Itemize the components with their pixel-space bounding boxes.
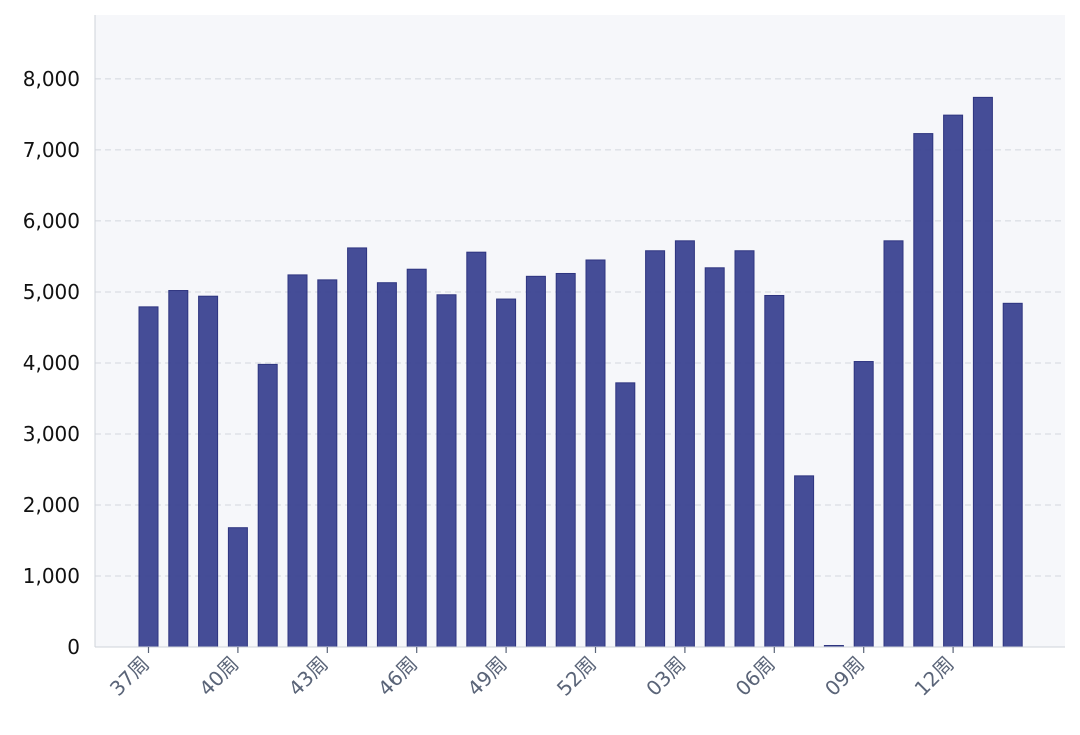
bar [227, 527, 248, 648]
x-tick-label: 40周 [194, 652, 243, 701]
bar [972, 96, 993, 648]
y-tick-label: 4,000 [23, 351, 80, 375]
x-tick-label: 52周 [552, 652, 601, 701]
bar [317, 279, 338, 648]
y-tick-labels: 0 1,000 2,000 3,000 4,000 5,000 6,000 7,000 8,00… [23, 67, 80, 659]
bar [794, 475, 815, 648]
y-tick-label: 2,000 [23, 493, 80, 517]
x-tick-label: 03周 [641, 652, 690, 701]
bar [615, 382, 636, 648]
bar [764, 294, 785, 648]
bar [496, 298, 517, 648]
bar [853, 361, 874, 648]
x-tick-labels: 37周 40周 43周 46周 49周 52周 03周 06周 09周 12周 [105, 647, 959, 701]
bar [257, 363, 278, 648]
bar [198, 295, 219, 648]
bar [704, 267, 725, 648]
x-tick-label: 49周 [463, 652, 512, 701]
bars [138, 96, 1023, 648]
y-tick-label: 8,000 [23, 67, 80, 91]
bar [734, 250, 755, 648]
bar [943, 114, 964, 648]
bar [1002, 302, 1023, 648]
bar [525, 275, 546, 648]
bar [913, 133, 934, 648]
bar [555, 272, 576, 648]
bar [585, 259, 606, 648]
bar [347, 247, 368, 648]
x-tick-label: 37周 [105, 652, 154, 701]
bar [138, 306, 159, 648]
y-tick-label: 1,000 [23, 564, 80, 588]
bar [883, 240, 904, 648]
grid-lines [95, 78, 1065, 577]
y-tick-label: 3,000 [23, 422, 80, 446]
bar [674, 240, 695, 648]
x-tick-label: 06周 [731, 652, 780, 701]
bar [287, 274, 308, 648]
bar [376, 282, 397, 648]
x-tick-label: 09周 [820, 652, 869, 701]
bar [436, 294, 457, 648]
x-tick-label: 43周 [284, 652, 333, 701]
y-tick-label: 5,000 [23, 280, 80, 304]
bar [168, 290, 189, 648]
x-tick-label: 46周 [373, 652, 422, 701]
bar [466, 251, 487, 648]
y-tick-label: 7,000 [23, 138, 80, 162]
y-tick-label: 6,000 [23, 209, 80, 233]
axes [94, 15, 1065, 648]
y-tick-label: 0 [67, 635, 80, 659]
bar [645, 250, 666, 648]
x-tick-label: 12周 [910, 652, 959, 701]
bar [406, 268, 427, 648]
